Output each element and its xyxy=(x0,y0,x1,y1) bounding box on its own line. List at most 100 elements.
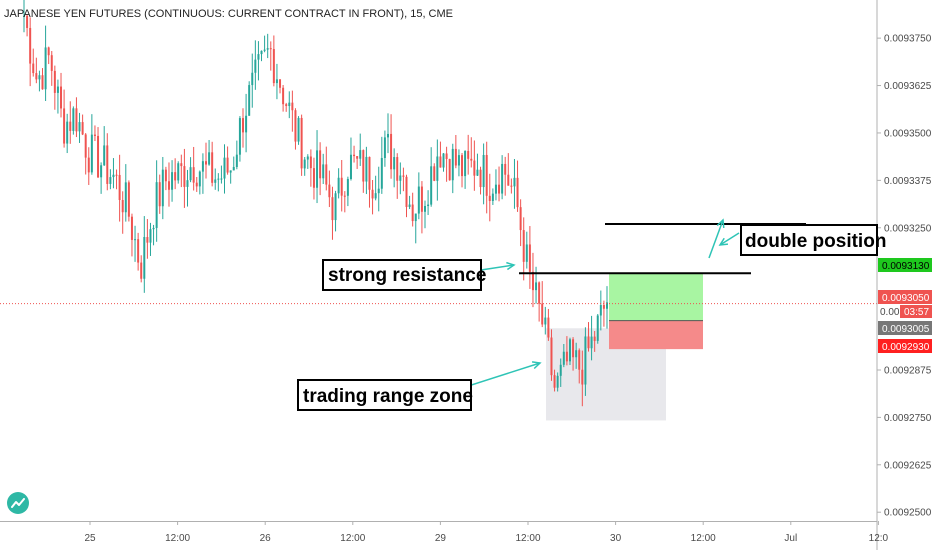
candle-body xyxy=(439,156,442,168)
candle-body xyxy=(491,193,494,201)
candle-body xyxy=(522,230,525,262)
time-axis[interactable]: 25 12:00 26 12:00 29 12:00 30 12:00 Jul 12:0 xyxy=(84,521,889,544)
candle-body xyxy=(198,171,201,187)
candle-body xyxy=(510,185,513,187)
candle-body xyxy=(146,237,149,243)
time-tick-label: 12:00 xyxy=(340,533,365,544)
candle-body xyxy=(587,336,590,349)
candle-body xyxy=(140,262,143,279)
time-tick-label: 26 xyxy=(260,533,272,544)
candle-body xyxy=(494,184,497,194)
candle-body xyxy=(152,227,155,230)
candle-body xyxy=(498,184,501,194)
candle-body xyxy=(356,156,359,159)
time-tick-label: 30 xyxy=(610,533,622,544)
candle-body xyxy=(60,86,63,109)
candle-body xyxy=(340,177,343,196)
candle-body xyxy=(269,48,272,50)
candle-body xyxy=(454,148,457,166)
candle-body xyxy=(451,148,454,181)
candle-body xyxy=(550,337,553,376)
candle-body xyxy=(507,174,510,186)
trading-range-annotation[interactable]: trading range zone xyxy=(297,379,473,411)
double-position-arrow-left-head xyxy=(718,237,729,246)
candle-body xyxy=(599,305,602,316)
strong-resistance-annotation[interactable]: strong resistance xyxy=(322,259,486,291)
candle-body xyxy=(408,204,411,207)
candle-body xyxy=(424,206,427,212)
candle-body xyxy=(195,182,198,187)
candle-body xyxy=(470,158,473,161)
candle-body xyxy=(442,153,445,168)
candle-body xyxy=(346,179,349,196)
candle-body xyxy=(316,150,319,188)
price-tick-label: 0.0092500 xyxy=(884,508,932,519)
price-tick-label: 0.0093250 xyxy=(884,223,932,234)
candle-body xyxy=(390,133,393,170)
candle-body xyxy=(306,156,309,160)
tradingview-logo-icon[interactable] xyxy=(7,492,29,514)
last-price-label: 0.0093050 xyxy=(882,293,930,304)
candle-body xyxy=(322,164,325,179)
candle-body xyxy=(90,134,93,173)
partial-price-label: 0.00 xyxy=(880,307,900,318)
candle-body xyxy=(189,167,192,181)
last-price-tag: 0.0093050 xyxy=(878,290,932,304)
candle-body xyxy=(525,244,528,262)
candle-body xyxy=(124,182,127,213)
price-tick-label: 0.0092625 xyxy=(884,460,932,471)
candle-body xyxy=(235,154,238,167)
candle-body xyxy=(362,150,365,182)
candle-body xyxy=(300,117,303,169)
candle-body xyxy=(127,182,130,217)
candle-body xyxy=(531,271,534,291)
candle-body xyxy=(208,152,211,165)
time-tick-label: 25 xyxy=(84,533,96,544)
candle-body xyxy=(63,108,66,144)
time-tick-label: 29 xyxy=(435,533,447,544)
candle-body xyxy=(211,152,214,183)
target-price-label: 0.0093130 xyxy=(882,261,930,272)
resistance-arrow xyxy=(480,264,515,271)
candle-body xyxy=(464,150,467,177)
candle-body xyxy=(504,163,507,175)
double-position-arrow-left xyxy=(719,232,740,246)
candle-body xyxy=(420,186,423,212)
candle-body xyxy=(349,154,352,180)
time-tick-label: 12:00 xyxy=(165,533,190,544)
candle-body xyxy=(69,121,72,131)
candle-body xyxy=(575,350,578,358)
candle-body xyxy=(32,63,35,74)
target-price-tag: 0.0093130 xyxy=(878,258,932,272)
candle-body xyxy=(245,115,248,133)
candle-body xyxy=(482,154,485,188)
candle-body xyxy=(476,169,479,176)
time-tick-label: 12:00 xyxy=(515,533,540,544)
price-tick-label: 0.0093375 xyxy=(884,176,932,187)
candle-body xyxy=(266,48,269,50)
candle-body xyxy=(229,170,232,173)
candle-body xyxy=(29,27,32,64)
candle-body xyxy=(602,305,605,309)
entry-price-label: 0.0093005 xyxy=(882,324,930,335)
candle-body xyxy=(158,182,161,207)
candle-body xyxy=(519,207,522,231)
candle-body xyxy=(257,54,260,60)
candle-body xyxy=(35,73,38,80)
time-tick-label: Jul xyxy=(784,533,797,544)
candle-body xyxy=(279,79,282,88)
candle-body xyxy=(183,166,186,187)
double-position-annotation[interactable]: double position xyxy=(740,224,886,256)
price-axis[interactable]: 0.0093750 0.0093625 0.0093500 0.0093375 0.00… xyxy=(877,34,932,519)
candle-body xyxy=(192,167,195,183)
candle-body xyxy=(430,166,433,205)
stop-loss-zone xyxy=(609,320,703,350)
candle-body xyxy=(167,181,170,190)
candle-body xyxy=(303,159,306,169)
candle-body xyxy=(143,237,146,279)
lines-layer xyxy=(0,218,877,389)
candle-body xyxy=(581,369,584,385)
candle-body xyxy=(220,178,223,180)
candle-body xyxy=(516,177,519,208)
